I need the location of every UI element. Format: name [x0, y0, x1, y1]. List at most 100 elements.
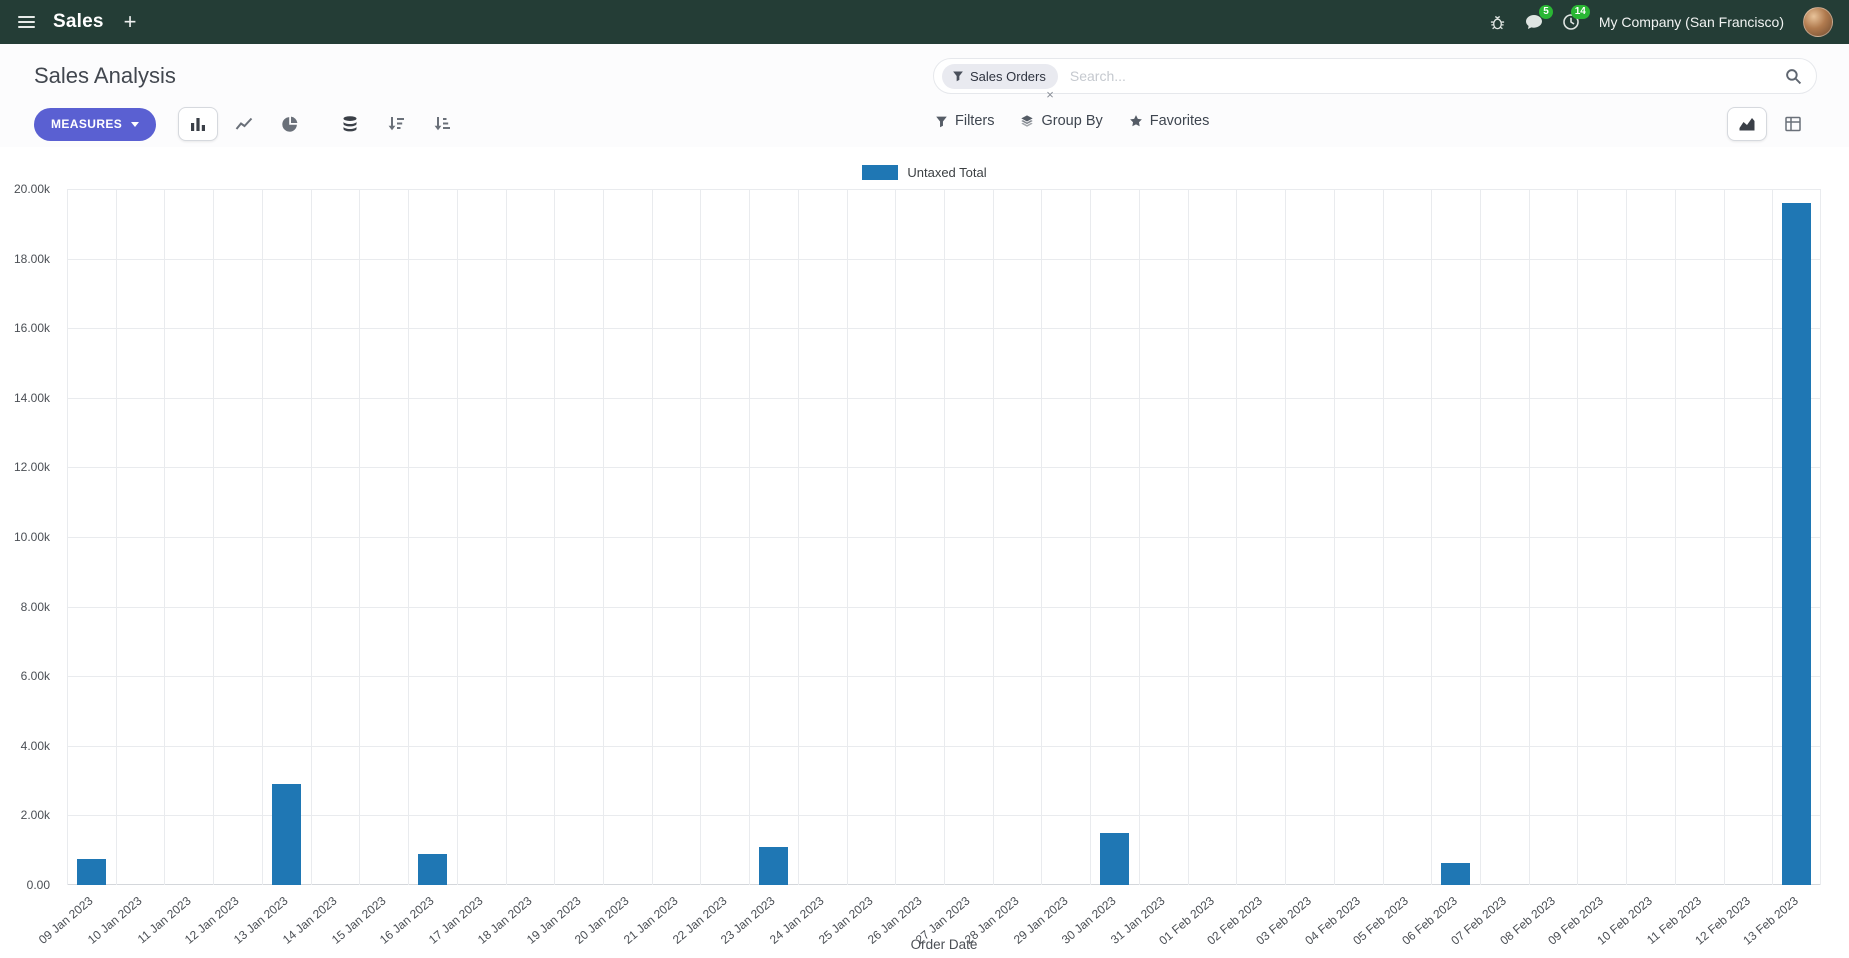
- legend-swatch: [862, 165, 899, 180]
- gridline-vertical: [164, 189, 165, 885]
- control-panel: Sales Analysis Sales Orders × Search... …: [0, 44, 1849, 147]
- caret-down-icon: [131, 121, 140, 127]
- gridline-vertical: [847, 189, 848, 885]
- gridline-vertical: [603, 189, 604, 885]
- gridline-vertical: [1772, 189, 1773, 885]
- gridline-vertical: [749, 189, 750, 885]
- legend-item[interactable]: Untaxed Total: [0, 165, 1849, 180]
- top-navbar: Sales + 5 14 My Company (San Francisco): [0, 0, 1849, 44]
- gridline-vertical: [1431, 189, 1432, 885]
- layers-icon: [1020, 114, 1034, 128]
- chart-bar[interactable]: [1441, 863, 1471, 885]
- y-tick-label: 14.00k: [13, 390, 50, 405]
- gridline-vertical: [554, 189, 555, 885]
- menu-toggle-icon[interactable]: [16, 9, 37, 35]
- chart-bar[interactable]: [271, 784, 301, 885]
- gridline-vertical: [993, 189, 994, 885]
- favorites-label: Favorites: [1149, 113, 1210, 129]
- gridline-vertical: [1675, 189, 1676, 885]
- gridline-vertical: [1480, 189, 1481, 885]
- gridline-vertical: [1285, 189, 1286, 885]
- gridline-vertical: [798, 189, 799, 885]
- plus-button[interactable]: +: [123, 9, 137, 34]
- chart-bar[interactable]: [758, 847, 788, 885]
- messages-icon[interactable]: 5: [1525, 5, 1553, 31]
- bug-icon[interactable]: [1489, 14, 1506, 31]
- search-bar[interactable]: Sales Orders × Search...: [933, 58, 1817, 102]
- gridline-vertical: [408, 189, 409, 885]
- app-name[interactable]: Sales: [53, 11, 104, 32]
- control-panel-row-1: Sales Analysis Sales Orders × Search...: [0, 44, 1849, 102]
- activities-clock-icon[interactable]: 14: [1562, 5, 1590, 31]
- x-axis-labels: 09 Jan 2023 10 Jan 2023 11 Jan 2023 12 Jan …: [36, 893, 1802, 948]
- legend-label: Untaxed Total: [907, 165, 987, 180]
- gridline-vertical: [1139, 189, 1140, 885]
- gridline-vertical: [359, 189, 360, 885]
- search-icon[interactable]: [1785, 68, 1802, 85]
- y-tick-label: 16.00k: [13, 321, 50, 336]
- gridline-vertical: [311, 189, 312, 885]
- gridline-vertical: [1626, 189, 1627, 885]
- gridline-vertical: [652, 189, 653, 885]
- group-by-button[interactable]: Group By: [1020, 113, 1103, 129]
- x-axis-title: Order Date: [910, 937, 978, 952]
- graph-view: Untaxed Total 0.00 2.00k 4.00k 6.00k 8.00k 10…: [0, 147, 1849, 958]
- chart-type-group: [178, 107, 310, 141]
- avatar[interactable]: [1803, 7, 1833, 37]
- y-axis-labels: 0.00 2.00k 4.00k 6.00k 8.00k 10.00k 12.00k 14.0…: [0, 182, 58, 892]
- y-tick-label: 4.00k: [20, 738, 50, 753]
- y-tick-label: 6.00k: [20, 669, 50, 684]
- gridline-vertical: [506, 189, 507, 885]
- measures-button[interactable]: MEASURES: [34, 107, 157, 141]
- gridline-vertical: [116, 189, 117, 885]
- chart-bar[interactable]: [76, 859, 106, 885]
- graph-view-button[interactable]: [1727, 107, 1767, 141]
- y-tick-label: 18.00k: [13, 251, 50, 266]
- filters-label: Filters: [955, 113, 995, 129]
- gridline-vertical: [700, 189, 701, 885]
- gridline-vertical: [1820, 189, 1821, 885]
- facet-remove-icon[interactable]: ×: [1046, 86, 1054, 102]
- sort-ascending-button[interactable]: [422, 107, 462, 141]
- stacked-toggle-button[interactable]: [330, 107, 370, 141]
- filter-icon: [935, 115, 948, 128]
- page-title: Sales Analysis: [34, 63, 176, 88]
- sort-descending-button[interactable]: [376, 107, 416, 141]
- gridline-vertical: [262, 189, 263, 885]
- chart-bar[interactable]: [1782, 203, 1812, 885]
- chart-bar[interactable]: [1100, 833, 1130, 885]
- chart-bar[interactable]: [417, 854, 447, 885]
- chart-bar-button[interactable]: [178, 107, 219, 141]
- y-tick-label: 20.00k: [13, 182, 50, 196]
- chart-pie-button[interactable]: [270, 107, 310, 141]
- chart-line-button[interactable]: [224, 107, 264, 141]
- gridline-vertical: [1724, 189, 1725, 885]
- gridline-vertical: [457, 189, 458, 885]
- filters-button[interactable]: Filters: [935, 113, 994, 129]
- gridline-vertical: [1090, 189, 1091, 885]
- plot-area: [67, 189, 1821, 885]
- group-by-label: Group By: [1041, 113, 1103, 129]
- search-facet-label: Sales Orders: [970, 68, 1046, 84]
- gridline-vertical: [1529, 189, 1530, 885]
- favorites-button[interactable]: Favorites: [1129, 113, 1210, 129]
- gridline-vertical: [895, 189, 896, 885]
- y-tick-label: 8.00k: [20, 599, 50, 614]
- search-input[interactable]: Search...: [1069, 68, 1126, 84]
- view-switcher: [1727, 107, 1813, 141]
- measures-label: MEASURES: [51, 117, 123, 131]
- y-tick-label: 2.00k: [20, 808, 50, 823]
- gridline-vertical: [1334, 189, 1335, 885]
- search-options-group: Filters Group By Favorit: [935, 104, 1209, 138]
- gridline-vertical: [1383, 189, 1384, 885]
- filter-icon: [952, 70, 964, 82]
- activity-count-badge: 14: [1570, 5, 1590, 19]
- pivot-view-button[interactable]: [1773, 107, 1813, 141]
- gridline-vertical: [1041, 189, 1042, 885]
- navbar-right: 5 14 My Company (San Francisco): [1489, 5, 1833, 37]
- control-panel-row-2: MEASURES: [0, 96, 1849, 144]
- search-facet-sales-orders[interactable]: Sales Orders ×: [942, 63, 1058, 102]
- y-tick-label: 12.00k: [13, 460, 50, 475]
- message-count-badge: 5: [1539, 5, 1553, 19]
- company-name[interactable]: My Company (San Francisco): [1598, 14, 1784, 30]
